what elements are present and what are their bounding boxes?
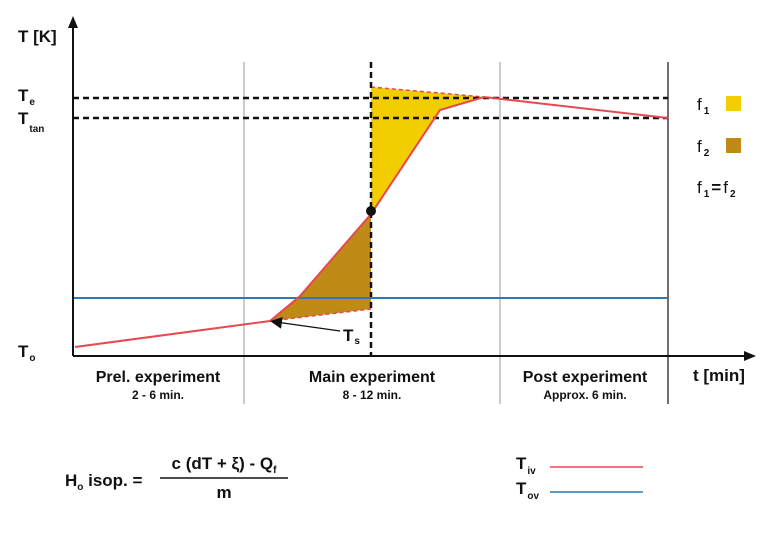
- phase-post-duration: Approx. 6 min.: [543, 388, 626, 402]
- phase-post-name: Post experiment: [523, 369, 648, 386]
- y-axis-arrow: [68, 16, 78, 28]
- x-axis-arrow: [744, 351, 756, 361]
- legend-f1-swatch: [726, 96, 741, 111]
- y-axis-label: T [K]: [18, 27, 57, 46]
- area-f1: [371, 87, 484, 214]
- formula-numerator: c (dT + ξ) - Qf: [172, 454, 278, 476]
- formula-lhs: Ho isop. =: [65, 471, 143, 493]
- to-label: To: [18, 342, 36, 364]
- legend-tiv-label: Tiv: [516, 454, 536, 477]
- legend-f-equality: f 1 = f 2: [697, 178, 736, 200]
- phase-main-name: Main experiment: [309, 369, 436, 386]
- phase-prel-name: Prel. experiment: [96, 369, 221, 386]
- midpoint-dot: [366, 206, 376, 216]
- area-f2: [270, 214, 371, 321]
- ttan-label: Ttan: [18, 109, 44, 135]
- ts-label: Ts: [343, 326, 360, 347]
- legend-f2-swatch: [726, 138, 741, 153]
- te-label: Te: [18, 86, 35, 108]
- post-extrapolation: [370, 86, 485, 98]
- x-axis-label: t [min]: [693, 366, 745, 385]
- pre-extrapolation: [269, 308, 372, 322]
- legend-tov-label: Tov: [516, 479, 539, 502]
- phase-prel-duration: 2 - 6 min.: [132, 388, 184, 402]
- phase-main-duration: 8 - 12 min.: [343, 388, 402, 402]
- ts-arrow: [270, 316, 341, 332]
- formula-denominator: m: [216, 483, 231, 502]
